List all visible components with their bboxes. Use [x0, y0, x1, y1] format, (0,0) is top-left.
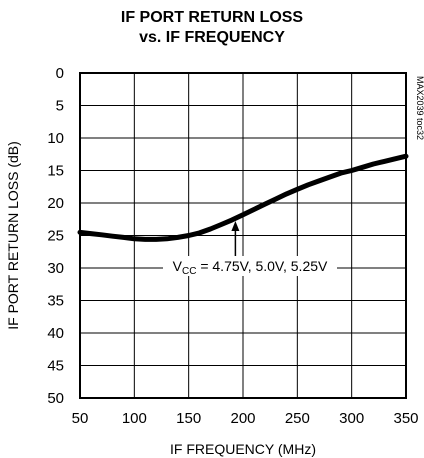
y-tick-label: 25 [47, 228, 64, 245]
figure-id-note: MAX2039 toc32 [415, 76, 424, 140]
x-tick-label: 250 [285, 410, 310, 427]
annotation: VCC = 4.75V, 5.0V, 5.25V [163, 220, 337, 277]
series-line [77, 153, 409, 242]
annotation-label-bg [163, 256, 337, 276]
plot-frame [79, 72, 407, 399]
series-layer [77, 153, 409, 242]
y-tick-label: 5 [56, 98, 64, 115]
x-tick-label: 300 [339, 410, 364, 427]
y-axis-label: IF PORT RETURN LOSS (dB) [5, 141, 21, 330]
x-tick-label: 350 [393, 410, 418, 427]
tick-labels: 50 100 150 200 250 300 350 0 5 10 15 20 25 30 35 40 45 50 [47, 65, 418, 427]
annotation-arrow-head [231, 220, 240, 231]
y-tick-label: 0 [56, 65, 64, 82]
y-tick-label: 50 [47, 390, 64, 407]
y-tick-label: 40 [47, 325, 64, 342]
grid-lines [80, 73, 406, 398]
x-tick-label: 200 [230, 410, 255, 427]
y-tick-label: 45 [47, 358, 64, 375]
y-tick-label: 10 [47, 130, 64, 147]
y-tick-label: 35 [47, 293, 64, 310]
chart-subtitle: vs. IF FREQUENCY [139, 29, 285, 46]
x-axis-label: IF FREQUENCY (MHz) [170, 441, 316, 457]
y-tick-label: 15 [47, 163, 64, 180]
x-tick-label: 150 [176, 410, 201, 427]
annotation-label: VCC = 4.75V, 5.0V, 5.25V [173, 258, 328, 277]
y-tick-label: 20 [47, 195, 64, 212]
chart-title: IF PORT RETURN LOSS [120, 9, 304, 26]
y-tick-label: 30 [47, 260, 64, 277]
x-tick-label: 100 [122, 410, 147, 427]
x-tick-label: 50 [72, 410, 89, 427]
